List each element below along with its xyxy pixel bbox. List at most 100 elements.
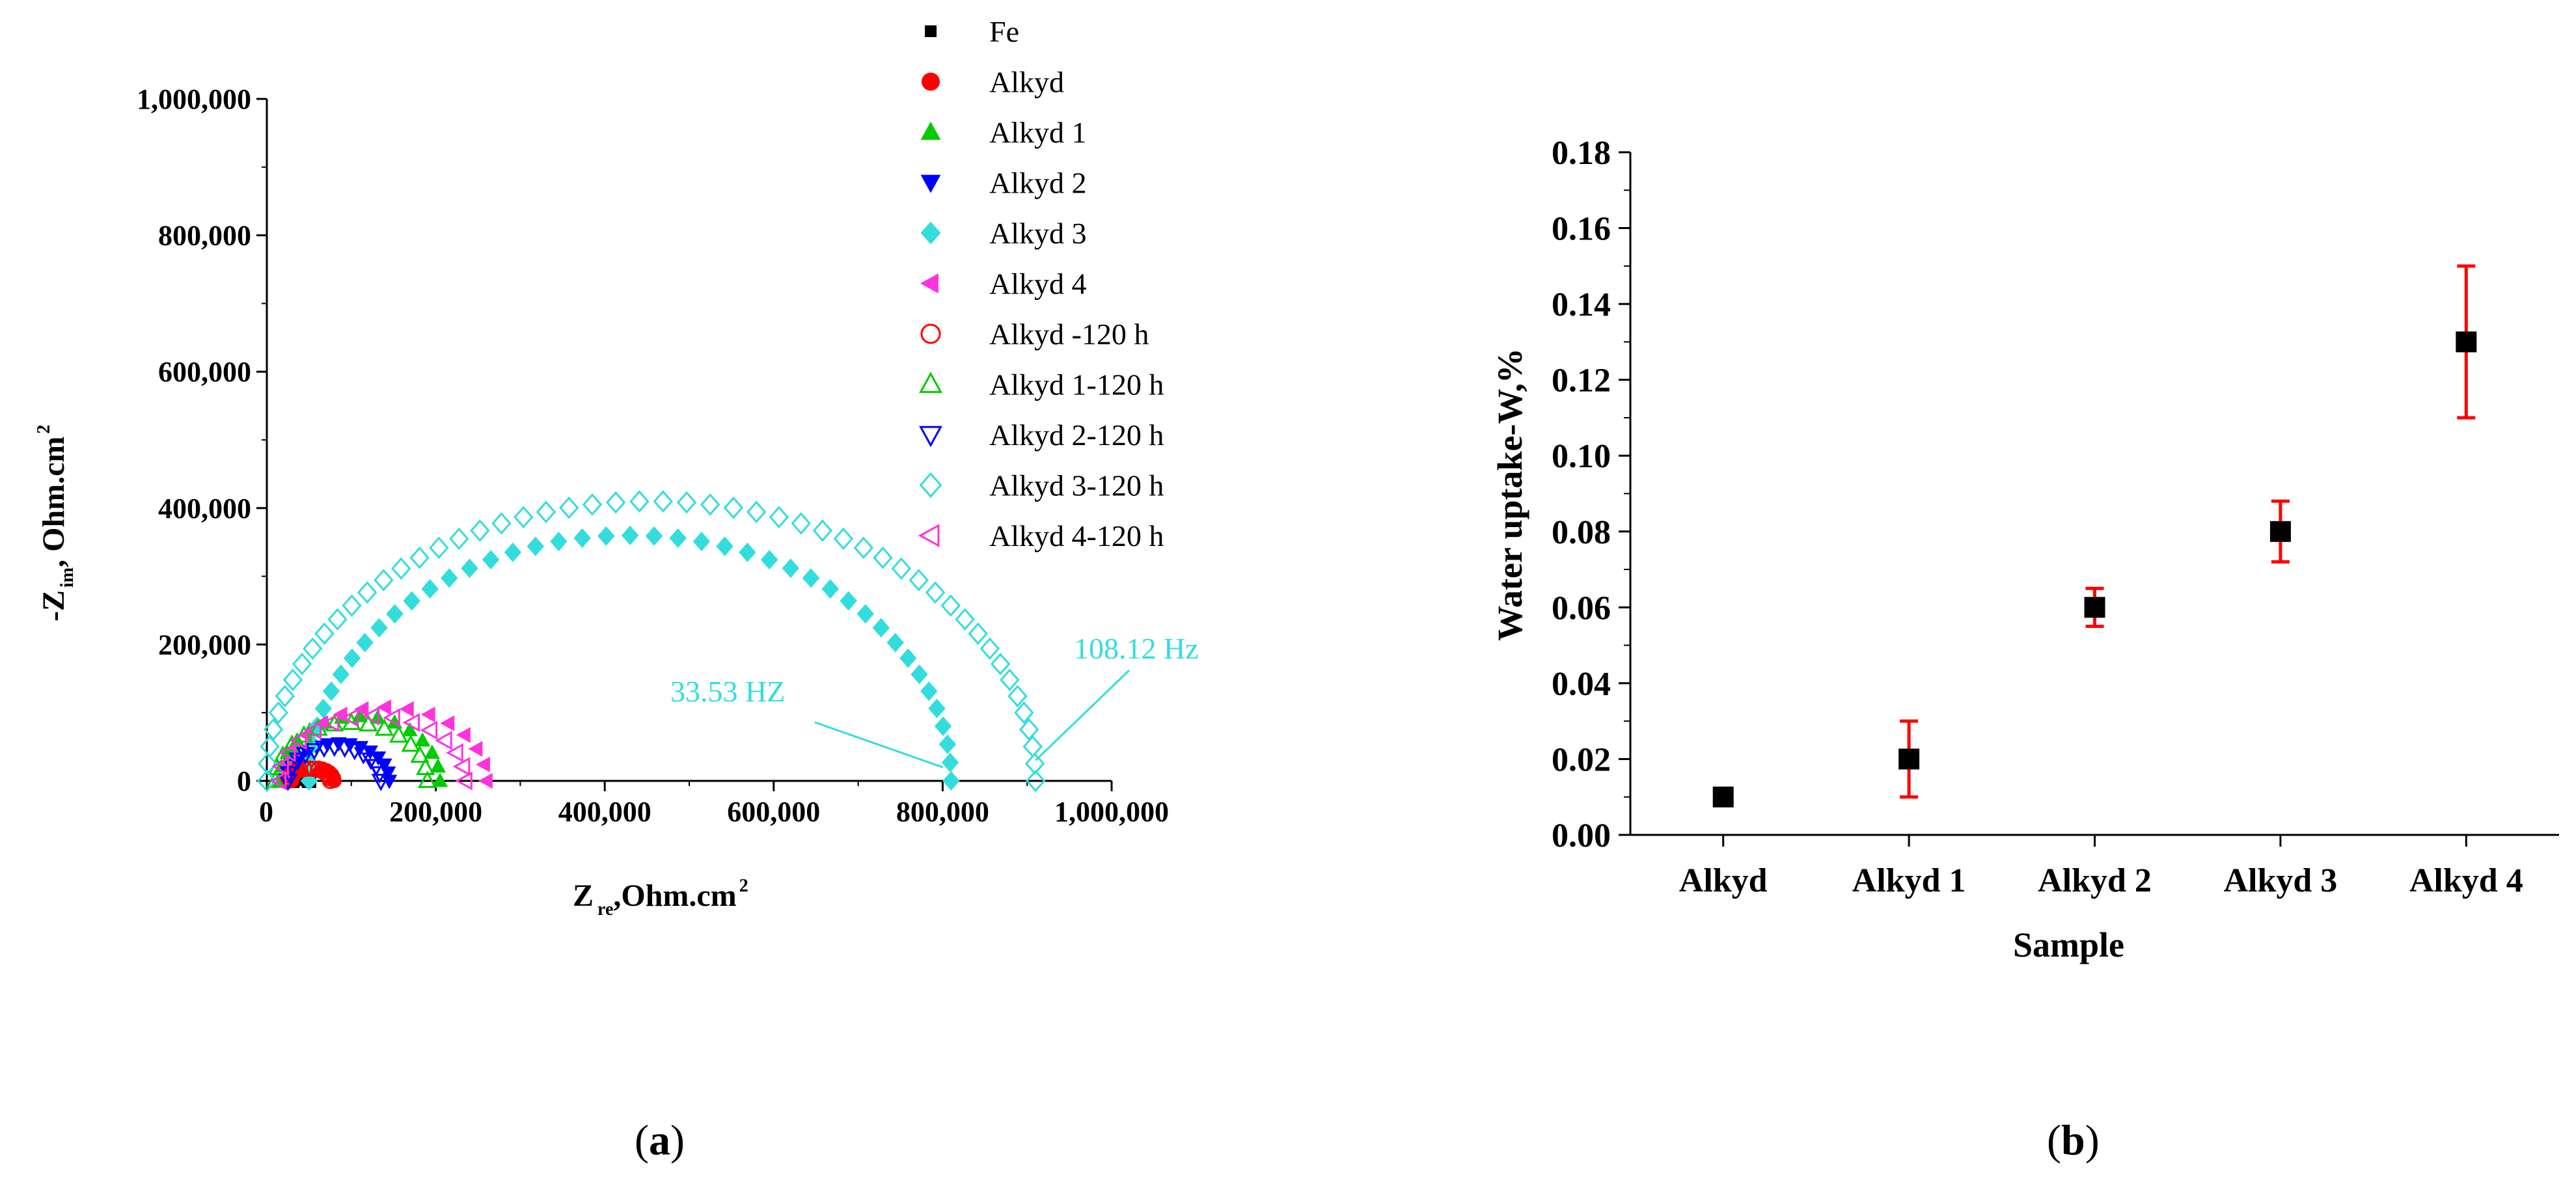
y-tick-label: 0.16: [1552, 211, 1611, 248]
legend-label: Alkyd -120 h: [989, 318, 1149, 351]
legend-marker: [925, 25, 937, 37]
data-point: [389, 725, 409, 743]
data-point: [782, 558, 799, 579]
data-point: [256, 769, 277, 793]
data-point: [461, 558, 478, 579]
data-point: [925, 581, 946, 604]
data-point: [440, 715, 455, 731]
data-point: [314, 741, 334, 758]
chart-a: 0 200,000 400,000 600,000 800,000 1,000,000 0 2…: [34, 15, 1199, 919]
data-point: [377, 699, 392, 715]
data-point: [911, 664, 928, 685]
y-tick-label: 0.02: [1552, 741, 1611, 778]
data-point: [342, 713, 361, 730]
legend-marker: [920, 221, 941, 245]
data-point: [692, 532, 711, 552]
panel-label-b: (b): [2047, 1117, 2100, 1164]
y-tick-label: 200,000: [158, 629, 251, 660]
data-point: [886, 633, 904, 653]
y-tick-label: 0.14: [1552, 286, 1611, 323]
legend-marker: [919, 426, 942, 448]
data-point: [573, 528, 591, 548]
x-tick-label: 200,000: [389, 796, 482, 828]
data-point: [760, 550, 778, 570]
data-point: [269, 771, 287, 791]
data-point: [282, 668, 303, 692]
legend-label: Fe: [989, 15, 1019, 48]
data-point: [435, 731, 452, 750]
data-point: [314, 698, 333, 718]
data-point: [990, 653, 1011, 675]
series-9: [256, 490, 1046, 793]
data-point: [292, 653, 312, 675]
x-tick-label: Alkyd: [1679, 862, 1768, 899]
data-point: [322, 681, 340, 701]
data-point: [429, 536, 449, 560]
data-point: [527, 536, 544, 556]
data-point: [356, 633, 374, 653]
data-point: [263, 718, 284, 741]
data-point: [909, 569, 929, 592]
data-point: [482, 550, 500, 570]
data-point: [934, 716, 952, 737]
data-point: [2456, 331, 2477, 353]
data-point: [353, 747, 373, 765]
data-point: [1000, 668, 1020, 692]
data-point: [362, 706, 380, 726]
data-point: [275, 685, 295, 708]
annotation-leader: [1035, 669, 1130, 761]
data-point: [853, 536, 874, 560]
data-point: [899, 648, 917, 668]
data-point: [441, 568, 458, 588]
data-point: [446, 743, 463, 763]
data-point: [383, 708, 400, 728]
legend-label: Alkyd 1-120 h: [989, 368, 1164, 402]
annotation-label: 33.53 HZ: [670, 675, 785, 708]
x-tick-label: Alkyd 1: [1852, 862, 1966, 899]
data-point: [289, 731, 307, 750]
legend-label: Alkyd 3: [989, 217, 1087, 250]
data-point: [872, 618, 890, 638]
data-point: [739, 542, 756, 562]
data-point: [955, 608, 975, 631]
x-tick-label: 400,000: [558, 796, 651, 828]
data-point: [351, 707, 368, 722]
data-point: [1025, 769, 1046, 793]
data-point: [582, 493, 603, 516]
y-tick-label: 1,000,000: [137, 83, 251, 115]
data-point: [514, 506, 534, 529]
data-point: [345, 742, 364, 761]
legend-label: Alkyd 2: [989, 167, 1087, 200]
data-point: [343, 648, 361, 668]
data-point: [380, 766, 396, 781]
data-point: [716, 536, 733, 556]
data-point: [402, 722, 418, 737]
y-tick-label: 0.04: [1552, 666, 1611, 703]
data-point: [723, 496, 744, 519]
data-point: [325, 739, 344, 757]
data-point: [812, 519, 833, 542]
x-tick-label: Alkyd 3: [2223, 862, 2337, 899]
series-10: [269, 706, 473, 791]
data-point: [420, 720, 438, 740]
data-point: [257, 752, 278, 775]
y-tick-label: 800,000: [158, 220, 251, 252]
y-tick-label: 0.12: [1552, 362, 1611, 400]
x-tick-label: 1,000,000: [1054, 796, 1169, 828]
data-point: [700, 493, 720, 516]
legend-marker: [920, 174, 941, 193]
data-point: [303, 637, 323, 660]
legend-marker: [920, 121, 941, 140]
data-point: [456, 727, 471, 743]
data-point: [478, 772, 493, 789]
data-point: [271, 757, 289, 776]
data-point: [305, 742, 324, 761]
legend-label: Alkyd 4: [989, 267, 1087, 301]
data-point: [791, 512, 811, 535]
data-point: [550, 532, 568, 552]
data-point: [856, 604, 874, 624]
data-point: [597, 526, 615, 546]
data-point: [653, 490, 673, 513]
